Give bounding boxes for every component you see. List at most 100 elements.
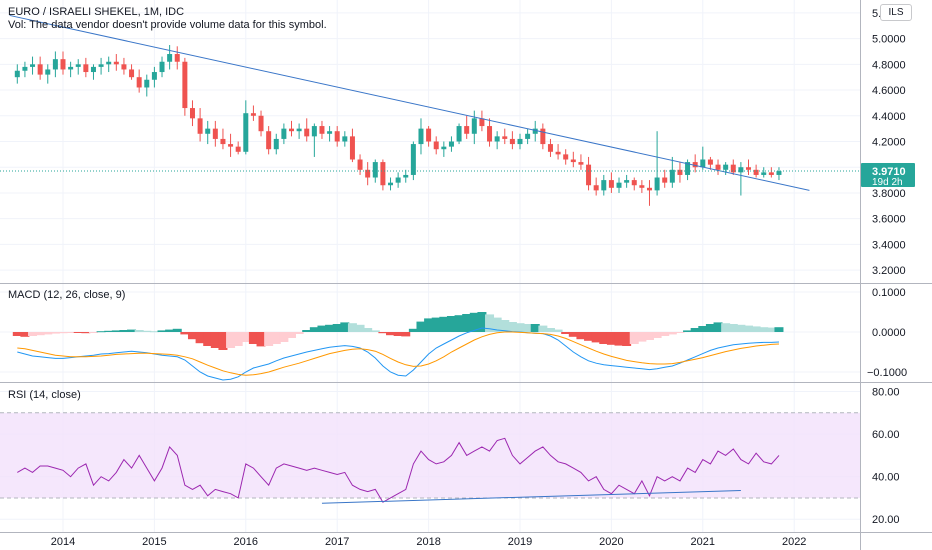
candle-body[interactable] — [692, 162, 698, 168]
candle-body[interactable] — [250, 113, 256, 116]
candle-body[interactable] — [525, 133, 531, 139]
candle-body[interactable] — [349, 136, 355, 160]
macd-pane[interactable] — [12, 312, 784, 381]
candle-body[interactable] — [646, 187, 652, 191]
symbol-title[interactable]: EURO / ISRAELI SHEKEL, 1M, IDC — [8, 6, 185, 18]
rsi-line[interactable] — [17, 437, 780, 503]
candle-body[interactable] — [205, 128, 211, 134]
candle-body[interactable] — [601, 180, 607, 191]
candle-body[interactable] — [334, 131, 340, 142]
candle-body[interactable] — [174, 54, 180, 62]
candle-body[interactable] — [45, 69, 51, 75]
candle-body[interactable] — [304, 128, 310, 137]
candle-body[interactable] — [273, 138, 279, 150]
candle-body[interactable] — [540, 128, 546, 145]
candle-body[interactable] — [388, 182, 394, 186]
candle-body[interactable] — [426, 128, 432, 142]
price-pane[interactable] — [0, 14, 860, 206]
candle-body[interactable] — [296, 128, 302, 132]
candle-body[interactable] — [723, 164, 729, 170]
candle-body[interactable] — [563, 154, 569, 160]
candle-body[interactable] — [83, 64, 89, 73]
candle-body[interactable] — [182, 61, 188, 109]
candle-body[interactable] — [441, 146, 447, 150]
candle-body[interactable] — [14, 70, 20, 78]
candle-body[interactable] — [707, 159, 713, 165]
candle-body[interactable] — [151, 72, 157, 80]
candle-body[interactable] — [365, 169, 371, 178]
candle-body[interactable] — [243, 113, 249, 152]
signal-line[interactable] — [17, 331, 780, 376]
macd-indicator-label[interactable]: MACD (12, 26, close, 9) — [8, 289, 126, 301]
candle-body[interactable] — [410, 144, 416, 175]
candle-body[interactable] — [144, 79, 150, 88]
candle-body[interactable] — [68, 66, 74, 70]
candle-body[interactable] — [669, 169, 675, 183]
candle-body[interactable] — [685, 162, 691, 175]
candle-body[interactable] — [608, 180, 614, 188]
candle-body[interactable] — [75, 64, 81, 67]
candle-body[interactable] — [167, 54, 173, 62]
candle-body[interactable] — [502, 136, 508, 139]
candle-body[interactable] — [624, 180, 630, 183]
candle-body[interactable] — [90, 66, 96, 73]
currency-badge[interactable]: ILS — [880, 4, 912, 21]
candle-body[interactable] — [464, 126, 470, 134]
candle-body[interactable] — [631, 180, 637, 186]
candle-body[interactable] — [761, 172, 767, 175]
candle-body[interactable] — [403, 174, 409, 178]
candle-body[interactable] — [418, 128, 424, 145]
candle-body[interactable] — [121, 64, 127, 70]
candle-body[interactable] — [662, 177, 668, 183]
candle-body[interactable] — [738, 167, 744, 173]
candle-body[interactable] — [327, 131, 333, 134]
candle-body[interactable] — [22, 66, 28, 71]
candle-body[interactable] — [677, 169, 683, 175]
candle-body[interactable] — [448, 141, 454, 147]
candle-body[interactable] — [159, 61, 165, 73]
candle-body[interactable] — [98, 64, 104, 67]
candle-body[interactable] — [52, 59, 58, 70]
candle-body[interactable] — [517, 138, 523, 145]
candle-body[interactable] — [220, 138, 226, 145]
candle-body[interactable] — [479, 118, 485, 127]
candle-body[interactable] — [212, 128, 218, 139]
candle-body[interactable] — [547, 144, 553, 152]
candle-body[interactable] — [586, 164, 592, 186]
candle-body[interactable] — [197, 118, 203, 134]
price-trendline[interactable] — [9, 14, 810, 191]
rsi-indicator-label[interactable]: RSI (14, close) — [8, 389, 81, 401]
candle-body[interactable] — [715, 164, 721, 170]
candle-body[interactable] — [30, 64, 36, 67]
candle-body[interactable] — [753, 169, 759, 175]
macd-line[interactable] — [17, 327, 780, 381]
candle-body[interactable] — [494, 136, 500, 142]
candle-body[interactable] — [372, 162, 378, 178]
candle-body[interactable] — [281, 128, 287, 139]
candle-body[interactable] — [311, 126, 317, 137]
candle-body[interactable] — [342, 136, 348, 142]
candle-body[interactable] — [471, 118, 477, 134]
candle-body[interactable] — [235, 146, 241, 152]
candle-body[interactable] — [319, 126, 325, 134]
rsi-pane[interactable] — [0, 412, 860, 504]
candle-body[interactable] — [113, 61, 119, 65]
candle-body[interactable] — [37, 64, 43, 75]
candle-body[interactable] — [730, 164, 736, 173]
candle-body[interactable] — [289, 128, 294, 132]
candle-body[interactable] — [60, 59, 66, 70]
candle-body[interactable] — [106, 61, 112, 65]
candle-body[interactable] — [380, 162, 386, 186]
candle-body[interactable] — [616, 182, 622, 188]
candle-body[interactable] — [555, 151, 561, 155]
candle-body[interactable] — [746, 167, 751, 170]
candle-body[interactable] — [129, 69, 135, 78]
candle-body[interactable] — [509, 138, 515, 145]
candle-body[interactable] — [532, 128, 538, 134]
rsi-trendline[interactable] — [321, 489, 741, 504]
candle-body[interactable] — [228, 144, 234, 147]
candle-body[interactable] — [768, 172, 774, 175]
candle-body[interactable] — [578, 162, 584, 165]
